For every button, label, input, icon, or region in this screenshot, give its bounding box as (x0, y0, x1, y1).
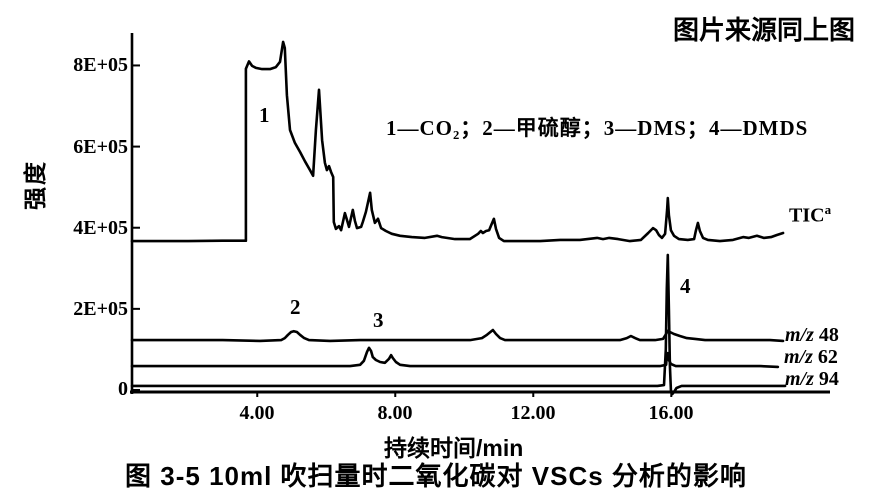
x-tick-16: 16.00 (648, 402, 694, 424)
trace-label-mz48: m/z 48 (785, 324, 839, 347)
trace-label-tic: TICa (789, 202, 831, 228)
tic-text: TIC (789, 204, 825, 227)
y-tick-2e05: 2E+05 (73, 298, 128, 320)
trace-tic (130, 40, 785, 243)
y-axis-title: 强度 (22, 160, 48, 210)
y-tick-8e05: 8E+05 (73, 54, 128, 76)
mz-value: 94 (818, 368, 839, 390)
trace-m-z-62 (130, 346, 780, 369)
trace-m-z-94 (130, 253, 787, 396)
figure-caption: 图 3-5 10ml 吹扫量时二氧化碳对 VSCs 分析的影响 (125, 461, 747, 491)
peak-label-1: 1 (259, 103, 270, 127)
x-axis-title: 持续时间/min (384, 435, 524, 461)
peak-label-2: 2 (290, 295, 301, 319)
peak-label-4: 4 (680, 274, 691, 298)
trace-m-z-48 (130, 328, 785, 343)
mz-prefix: m/z (785, 324, 814, 346)
image-source-note: 图片来源同上图 (672, 15, 855, 45)
y-tick-4e05: 4E+05 (73, 217, 128, 239)
trace-label-mz94: m/z 94 (785, 368, 839, 391)
y-tick-6e05: 6E+05 (73, 136, 128, 158)
mz-prefix: m/z (785, 368, 814, 390)
y-tick-0: 0 (118, 378, 128, 400)
x-tick-12: 12.00 (510, 402, 556, 424)
peak-legend: 1—CO₂；2—甲硫醇；3—DMS；4—DMDS (386, 116, 809, 140)
mz-value: 48 (818, 324, 839, 346)
trace-label-mz62: m/z 62 (784, 346, 838, 369)
x-tick-4: 4.00 (239, 402, 275, 424)
tic-superscript: a (824, 202, 832, 217)
mz-value: 62 (817, 346, 838, 368)
x-tick-8: 8.00 (377, 402, 413, 424)
mz-prefix: m/z (784, 346, 813, 368)
peak-label-3: 3 (373, 308, 384, 332)
